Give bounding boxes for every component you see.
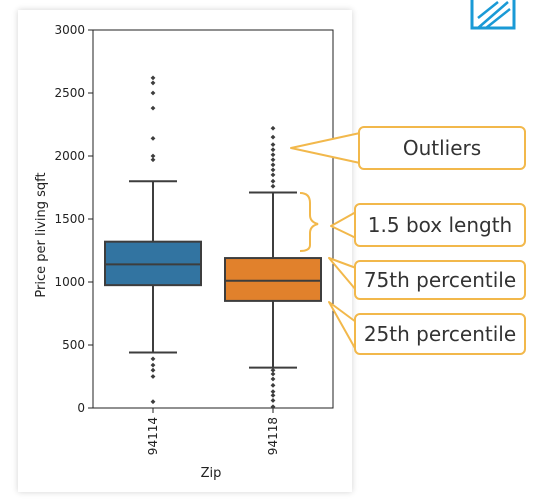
outlier-point [150, 367, 156, 373]
x-tick-label: 94114 [146, 417, 160, 455]
y-tick-label: 3000 [54, 23, 85, 37]
y-tick-label: 1500 [54, 212, 85, 226]
outlier-point [270, 376, 276, 382]
box-94118 [224, 257, 322, 302]
plot-frame [92, 29, 334, 409]
outlier-point [270, 167, 276, 173]
y-tick-label: 2500 [54, 86, 85, 100]
outlier-point [150, 157, 156, 163]
x-tick-label: 94118 [266, 417, 280, 455]
outlier-point [270, 125, 276, 131]
chart-card: 0 500 1000 1500 2000 2500 3000 94114 94118 Price… [18, 10, 352, 492]
y-tick-label: 0 [77, 401, 85, 415]
outlier-point [150, 105, 156, 111]
outlier-point [270, 147, 276, 153]
y-axis-label: Price per living sqft [34, 172, 49, 297]
outlier-point [270, 393, 276, 398]
outlier-point [270, 382, 276, 388]
brand-logo-icon [470, 0, 516, 30]
outlier-point [270, 142, 276, 148]
callout-outliers: Outliers [358, 126, 526, 170]
outlier-point [270, 172, 276, 178]
outlier-point [150, 399, 156, 405]
callout-box-length: 1.5 box length [354, 203, 526, 247]
y-tick-label: 1000 [54, 275, 85, 289]
outlier-point [150, 135, 156, 141]
outlier-point [270, 183, 276, 189]
outlier-point [150, 75, 156, 81]
x-axis-label: Zip [201, 466, 222, 481]
outlier-point [150, 80, 156, 86]
outlier-point [150, 362, 156, 368]
outlier-point [150, 90, 156, 96]
outlier-point [270, 162, 276, 168]
y-tick-label: 2000 [54, 149, 85, 163]
callout-75th-percentile: 75th percentile [354, 260, 526, 300]
outlier-point [270, 157, 276, 163]
outlier-point [270, 134, 276, 140]
outlier-point [150, 356, 156, 362]
outlier-point [270, 152, 276, 158]
callout-25th-percentile: 25th percentile [354, 313, 526, 355]
outlier-point [150, 153, 156, 159]
outlier-point [270, 398, 276, 403]
y-tick-label: 500 [62, 338, 85, 352]
outlier-point [150, 374, 156, 379]
outlier-point [270, 389, 276, 395]
boxplot-chart: 0 500 1000 1500 2000 2500 3000 94114 94118 Price… [34, 23, 334, 481]
outlier-point [270, 178, 276, 184]
